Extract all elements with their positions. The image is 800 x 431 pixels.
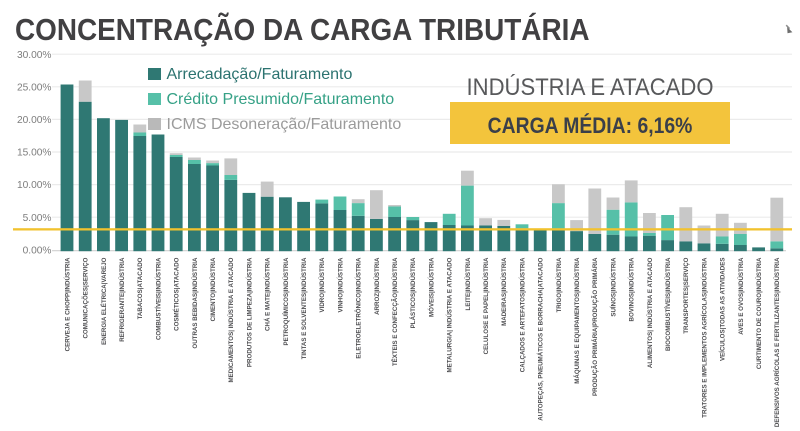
- svg-text:COMUNICAÇÕES|SERVIÇO: COMUNICAÇÕES|SERVIÇO: [83, 257, 90, 338]
- svg-text:AUTOPEÇAS, PNEUMÁTICOS E BORRA: AUTOPEÇAS, PNEUMÁTICOS E BORRACHA|ATACAD…: [538, 257, 545, 420]
- svg-text:REFRIGERANTE|INDÚSTRIA: REFRIGERANTE|INDÚSTRIA: [119, 257, 126, 342]
- svg-text:MEDICAMENTOS| INDÚSTRIA E ATAC: MEDICAMENTOS| INDÚSTRIA E ATACADO: [228, 257, 235, 382]
- svg-text:20.00%: 20.00%: [17, 115, 52, 126]
- svg-text:TRIGO|INDÚSTRIA: TRIGO|INDÚSTRIA: [556, 257, 563, 313]
- svg-text:BOVINOS|INDÚSTRIA: BOVINOS|INDÚSTRIA: [629, 257, 636, 321]
- svg-text:VIDRO|INDÚSTRIA: VIDRO|INDÚSTRIA: [319, 257, 326, 313]
- svg-text:5.00%: 5.00%: [23, 213, 52, 224]
- svg-text:TÊXTEIS E CONFECÇÃO|INDÚSTRIA: TÊXTEIS E CONFECÇÃO|INDÚSTRIA: [391, 257, 399, 366]
- svg-text:PRODUTOS DE LIMPEZA|INDÚSTRIA: PRODUTOS DE LIMPEZA|INDÚSTRIA: [246, 257, 253, 367]
- svg-text:PLÁSTICOS|INDÚSTRIA: PLÁSTICOS|INDÚSTRIA: [410, 257, 417, 328]
- svg-text:TABACOS|ATACADO: TABACOS|ATACADO: [137, 257, 144, 319]
- svg-text:0.00%: 0.00%: [23, 245, 52, 256]
- svg-text:VEÍCULOS|TODAS AS ATIVIDADES: VEÍCULOS|TODAS AS ATIVIDADES: [719, 258, 727, 362]
- svg-text:AVES E OVOS|INDÚSTRIA: AVES E OVOS|INDÚSTRIA: [738, 257, 745, 335]
- svg-text:TRANSPORTES|SERVIÇO: TRANSPORTES|SERVIÇO: [683, 257, 690, 333]
- svg-text:BIOCOMBUSTÍVEIS|INDÚSTRIA: BIOCOMBUSTÍVEIS|INDÚSTRIA: [664, 257, 672, 351]
- svg-text:TRATORES E IMPLEMENTOS AGRÍCOL: TRATORES E IMPLEMENTOS AGRÍCOLAS|INDÚSTR…: [700, 257, 708, 418]
- svg-text:METALURGIA| INDÚSTRIA E ATACAD: METALURGIA| INDÚSTRIA E ATACADO: [447, 257, 454, 372]
- svg-text:MÁQUINAS E EQUIPAMENTOS|INDÚST: MÁQUINAS E EQUIPAMENTOS|INDÚSTRIA: [574, 257, 581, 384]
- svg-text:CALÇADOS E ARTEFATOS|INDÚSTRIA: CALÇADOS E ARTEFATOS|INDÚSTRIA: [519, 257, 526, 372]
- svg-text:PETROQUÍMICOS|INDÚSTRIA: PETROQUÍMICOS|INDÚSTRIA: [282, 257, 290, 346]
- svg-text:25.00%: 25.00%: [17, 82, 52, 93]
- svg-text:30.00%: 30.00%: [17, 50, 52, 61]
- svg-text:ENERGIA ELÉTRICA|VAREJO: ENERGIA ELÉTRICA|VAREJO: [100, 257, 108, 345]
- svg-text:ELETROELETRÔNICO|INDÚSTRIA: ELETROELETRÔNICO|INDÚSTRIA: [355, 257, 363, 359]
- svg-text:DEFENSIVOS AGRÍCOLAS E FERTILI: DEFENSIVOS AGRÍCOLAS E FERTILIZANTES|IND…: [773, 257, 781, 427]
- svg-text:TINTAS E SOLVENTES|INDÚSTRIA: TINTAS E SOLVENTES|INDÚSTRIA: [301, 257, 308, 359]
- svg-text:SUÍNOS|INDÚSTRIA: SUÍNOS|INDÚSTRIA: [609, 257, 617, 317]
- svg-text:PRODUÇÃO PRIMÁRIA|PRODUÇÃO PRI: PRODUÇÃO PRIMÁRIA|PRODUÇÃO PRIMÁRIA: [592, 257, 599, 396]
- svg-text:COMBUSTÍVEIS|INDÚSTRIA: COMBUSTÍVEIS|INDÚSTRIA: [154, 257, 162, 340]
- svg-text:ARROZ|INDÚSTRIA: ARROZ|INDÚSTRIA: [374, 257, 381, 315]
- svg-text:CELULOSE E PAPEL|INDÚSTRIA: CELULOSE E PAPEL|INDÚSTRIA: [483, 257, 490, 354]
- svg-text:ALIMENTOS| INDÚSTRIA E ATACADO: ALIMENTOS| INDÚSTRIA E ATACADO: [647, 257, 654, 368]
- svg-text:LEITE|INDÚSTRIA: LEITE|INDÚSTRIA: [465, 257, 472, 310]
- svg-text:CERVEJA E CHOPP|INDÚSTRIA: CERVEJA E CHOPP|INDÚSTRIA: [64, 257, 71, 351]
- svg-text:COSMÉTICOS|ATACADO: COSMÉTICOS|ATACADO: [173, 257, 181, 331]
- svg-text:CHÁ E MATE|INDÚSTRIA: CHÁ E MATE|INDÚSTRIA: [265, 257, 272, 331]
- svg-text:OUTRAS BEBIDAS|INDÚSTRIA: OUTRAS BEBIDAS|INDÚSTRIA: [192, 257, 199, 349]
- svg-text:15.00%: 15.00%: [17, 148, 52, 159]
- svg-text:CIMENTO|INDÚSTRIA: CIMENTO|INDÚSTRIA: [210, 257, 217, 321]
- svg-text:VINHO|INDÚSTRIA: VINHO|INDÚSTRIA: [337, 257, 344, 313]
- svg-text:MADEIRAS|INDÚSTRIA: MADEIRAS|INDÚSTRIA: [501, 257, 508, 326]
- svg-text:10.00%: 10.00%: [17, 180, 52, 191]
- svg-text:CURTIMENTO DE COURO|INDÚSTRIA: CURTIMENTO DE COURO|INDÚSTRIA: [756, 257, 763, 369]
- svg-text:MÓVEIS|INDÚSTRIA: MÓVEIS|INDÚSTRIA: [427, 257, 435, 317]
